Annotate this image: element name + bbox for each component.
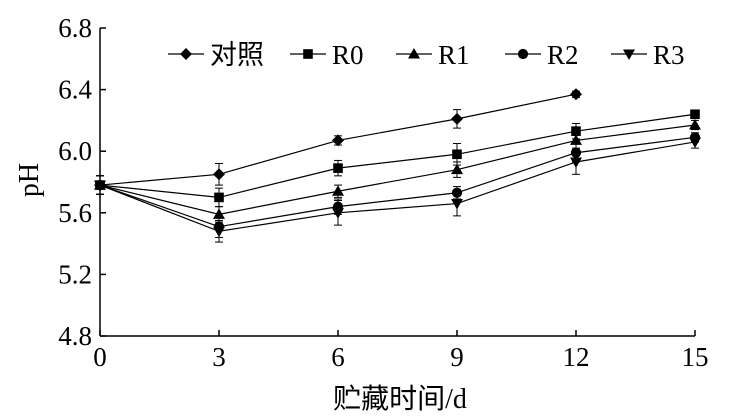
x-tick-label: 15 xyxy=(682,342,709,372)
y-tick-label: 6.0 xyxy=(58,136,92,166)
data-point xyxy=(213,168,225,181)
data-point xyxy=(689,137,701,148)
x-tick-label: 6 xyxy=(331,342,345,372)
data-point xyxy=(689,119,701,130)
data-point xyxy=(333,163,343,173)
data-point xyxy=(94,180,106,192)
legend-marker xyxy=(180,48,192,60)
legend-item-4: R3 xyxy=(611,40,685,70)
series-line xyxy=(99,136,696,228)
legend-item-1: R0 xyxy=(290,40,364,70)
series-line xyxy=(99,141,696,232)
series-layer xyxy=(94,88,701,243)
data-point xyxy=(332,134,344,147)
data-point xyxy=(452,149,462,160)
series-2 xyxy=(94,119,701,223)
legend-label: R1 xyxy=(438,40,470,70)
data-point xyxy=(332,208,344,219)
data-point xyxy=(451,199,463,210)
y-tick-label: 5.2 xyxy=(58,259,92,289)
data-point xyxy=(451,112,463,125)
data-point xyxy=(570,134,582,145)
legend-item-3: R2 xyxy=(505,40,579,70)
legend: 对照 R0 R1 R2 R3 xyxy=(168,40,685,70)
legend-marker xyxy=(408,48,420,59)
legend-label: R0 xyxy=(332,40,364,70)
data-point xyxy=(570,88,582,101)
legend-item-0: 对照 xyxy=(168,40,264,70)
legend-label: R2 xyxy=(547,40,579,70)
series-3 xyxy=(94,132,701,238)
legend-label: R3 xyxy=(653,40,685,70)
y-tick-label: 6.4 xyxy=(58,75,92,105)
y-tick-label: 4.8 xyxy=(58,321,92,351)
axes xyxy=(99,28,695,337)
x-tick-label: 0 xyxy=(93,342,107,372)
data-point xyxy=(213,226,225,238)
data-point xyxy=(690,109,700,120)
data-point xyxy=(570,157,582,168)
y-axis-title: pH xyxy=(14,163,45,197)
legend-marker xyxy=(517,48,529,60)
data-point xyxy=(214,192,224,203)
legend-item-2: R1 xyxy=(396,40,470,70)
series-4 xyxy=(94,135,701,243)
series-line xyxy=(99,113,696,199)
series-0 xyxy=(94,88,582,195)
legend-label: 对照 xyxy=(210,40,264,70)
x-tick-label: 3 xyxy=(212,342,226,372)
series-1 xyxy=(95,109,700,208)
x-tick-label: 12 xyxy=(563,342,590,372)
y-tick-label: 6.8 xyxy=(58,13,92,43)
legend-marker xyxy=(303,49,313,59)
data-point xyxy=(332,185,344,196)
series-line xyxy=(99,124,696,215)
legend-marker xyxy=(623,49,635,60)
data-point xyxy=(571,126,581,136)
x-tick-label: 9 xyxy=(450,342,464,372)
ticks: 4.8 5.2 5.6 6.0 6.4 6.8 0 3 6 9 12 15 xyxy=(58,13,708,372)
y-tick-label: 5.6 xyxy=(58,198,92,228)
x-axis-title: 贮藏时间/d xyxy=(333,383,467,415)
data-point xyxy=(451,163,463,175)
